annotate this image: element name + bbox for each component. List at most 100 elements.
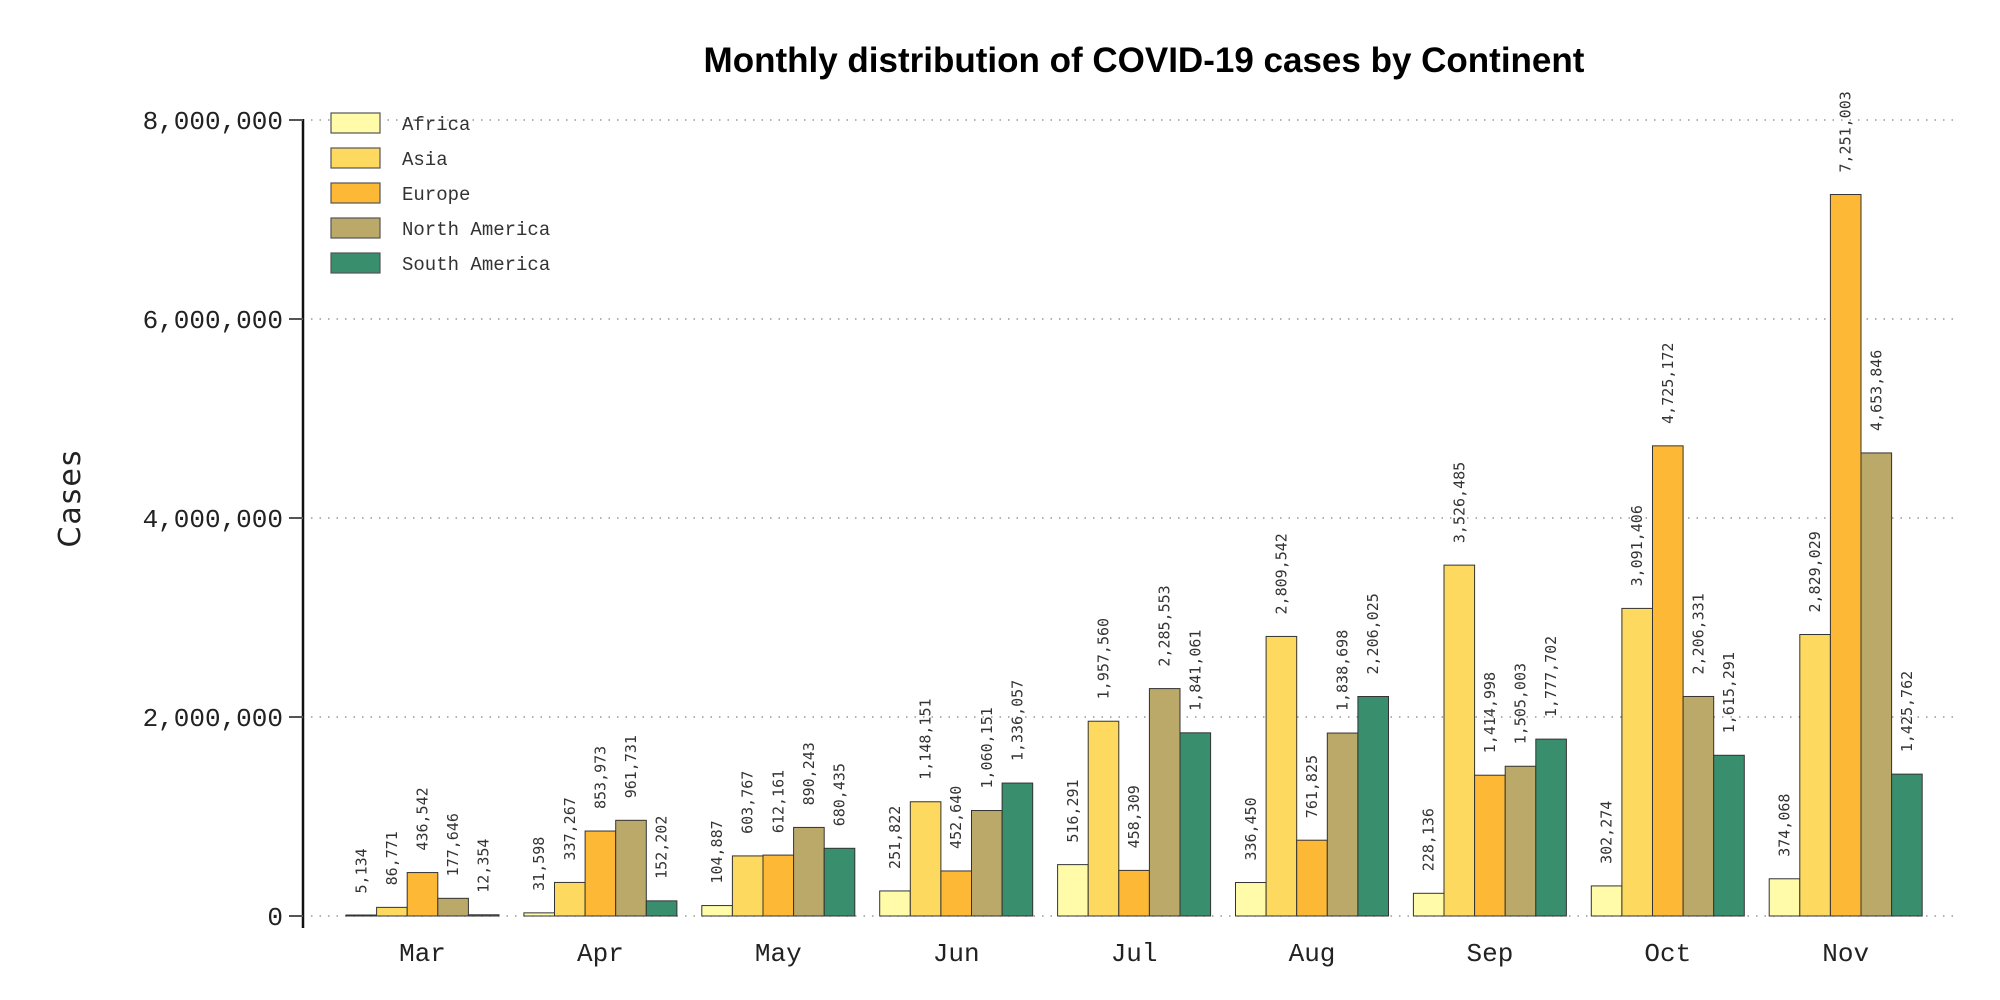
data-label: 436,542: [414, 787, 432, 850]
bar-africa-may: [701, 905, 733, 917]
data-label: 86,771: [383, 831, 401, 885]
bar-asia-sep: [1443, 564, 1476, 917]
x-tick-label: May: [755, 939, 802, 969]
data-label: 5,134: [352, 848, 370, 893]
x-tick-label: Sep: [1466, 939, 1513, 969]
x-tick-label: Aug: [1289, 939, 1336, 969]
bar-europe-apr: [584, 830, 617, 917]
data-label: 890,243: [800, 742, 818, 805]
bar-north-america-jul: [1148, 688, 1181, 917]
bar-north-america-jun: [971, 810, 1003, 917]
bar-asia-nov: [1799, 634, 1831, 917]
bar-asia-apr: [554, 881, 586, 917]
data-label: 1,615,291: [1720, 652, 1738, 733]
data-labels: 5,134 86,771 436,542 177,646 12,354 31,598 337…: [352, 91, 1916, 893]
bar-asia-aug: [1265, 635, 1298, 917]
data-label: 3,091,406: [1628, 505, 1646, 586]
bar-north-america-may: [793, 826, 825, 917]
y-tick-label: 2,000,000: [143, 704, 283, 734]
bar-south-america-mar: [467, 914, 500, 917]
legend-item-north-america: North America: [330, 217, 550, 241]
bar-asia-may: [731, 855, 764, 917]
legend-item-africa: Africa: [330, 112, 470, 136]
data-label: 1,336,057: [1008, 680, 1026, 761]
data-label: 761,825: [1303, 755, 1321, 818]
bar-south-america-oct: [1713, 754, 1745, 917]
data-label: 1,957,560: [1095, 618, 1113, 699]
data-label: 612,161: [769, 770, 787, 833]
bar-asia-oct: [1621, 607, 1654, 917]
data-label: 1,838,698: [1334, 630, 1352, 711]
data-label: 4,653,846: [1867, 350, 1885, 431]
data-label: 2,285,553: [1156, 585, 1174, 666]
legend-swatch: [330, 147, 381, 169]
legend-label: Asia: [402, 149, 448, 171]
x-tick-label: Jul: [1111, 939, 1158, 969]
legend-item-asia: Asia: [330, 147, 448, 171]
legend-label: Europe: [402, 184, 470, 206]
data-label: 104,887: [708, 820, 726, 883]
legend-item-europe: Europe: [330, 182, 470, 206]
bar-south-america-may: [823, 847, 856, 917]
bar-north-america-sep: [1504, 765, 1537, 917]
data-label: 680,435: [831, 763, 849, 826]
legend-swatch: [330, 182, 381, 204]
x-tick-label: Oct: [1644, 939, 1691, 969]
y-axis-ticks: 0 2,000,000 4,000,000 6,000,000 8,000,000: [143, 107, 303, 933]
bar-africa-aug: [1235, 882, 1267, 917]
bar-africa-mar: [345, 914, 378, 917]
legend: Africa Asia Europe North America South Ameri…: [330, 112, 550, 276]
data-label: 1,414,998: [1481, 672, 1499, 753]
chart-title: Monthly distribution of COVID-19 cases b…: [704, 41, 1585, 80]
data-label: 516,291: [1064, 779, 1082, 842]
bar-south-america-sep: [1535, 738, 1567, 917]
bar-south-america-jun: [1001, 782, 1034, 917]
bar-europe-sep: [1474, 774, 1506, 917]
data-label: 853,973: [591, 746, 609, 809]
data-label: 152,202: [653, 816, 671, 879]
bar-north-america-nov: [1860, 452, 1893, 917]
data-label: 458,309: [1125, 785, 1143, 848]
data-label: 2,206,025: [1364, 593, 1382, 674]
x-tick-label: Nov: [1822, 939, 1869, 969]
bar-africa-apr: [523, 912, 556, 917]
data-label: 4,725,172: [1659, 343, 1677, 424]
x-tick-label: Mar: [399, 939, 446, 969]
bar-europe-jul: [1118, 869, 1150, 917]
data-label: 3,526,485: [1450, 462, 1468, 543]
y-axis-label: Cases: [53, 448, 88, 547]
bar-africa-oct: [1590, 885, 1623, 917]
bar-africa-jun: [879, 890, 911, 917]
data-label: 1,505,003: [1512, 663, 1530, 744]
y-tick-label: 8,000,000: [143, 107, 283, 137]
data-label: 336,450: [1242, 797, 1260, 860]
y-tick-label: 6,000,000: [143, 306, 283, 336]
y-tick-label: 4,000,000: [143, 505, 283, 535]
bar-north-america-aug: [1326, 732, 1359, 917]
bar-europe-may: [762, 854, 795, 917]
data-label: 251,822: [886, 806, 904, 869]
data-label: 1,060,151: [978, 707, 996, 788]
data-label: 2,809,542: [1272, 533, 1290, 614]
bar-europe-oct: [1652, 445, 1684, 917]
data-label: 2,206,331: [1689, 593, 1707, 674]
data-label: 1,777,702: [1542, 636, 1560, 717]
data-label: 2,829,029: [1806, 531, 1824, 612]
y-tick-label: 0: [267, 903, 283, 933]
bar-europe-jun: [940, 870, 973, 917]
bar-south-america-apr: [645, 900, 678, 917]
bar-europe-nov: [1829, 194, 1862, 917]
data-label: 603,767: [739, 771, 757, 834]
bar-south-america-jul: [1179, 732, 1212, 917]
data-label: 1,425,762: [1898, 671, 1916, 752]
data-label: 7,251,003: [1837, 91, 1855, 172]
bar-africa-sep: [1412, 892, 1445, 917]
data-label: 12,354: [475, 839, 493, 893]
legend-item-south-america: South America: [330, 252, 550, 276]
bars: [345, 194, 1923, 917]
bar-north-america-mar: [437, 897, 469, 917]
bar-europe-mar: [406, 872, 439, 917]
data-label: 1,148,151: [917, 698, 935, 779]
data-label: 452,640: [947, 786, 965, 849]
data-label: 337,267: [561, 797, 579, 860]
